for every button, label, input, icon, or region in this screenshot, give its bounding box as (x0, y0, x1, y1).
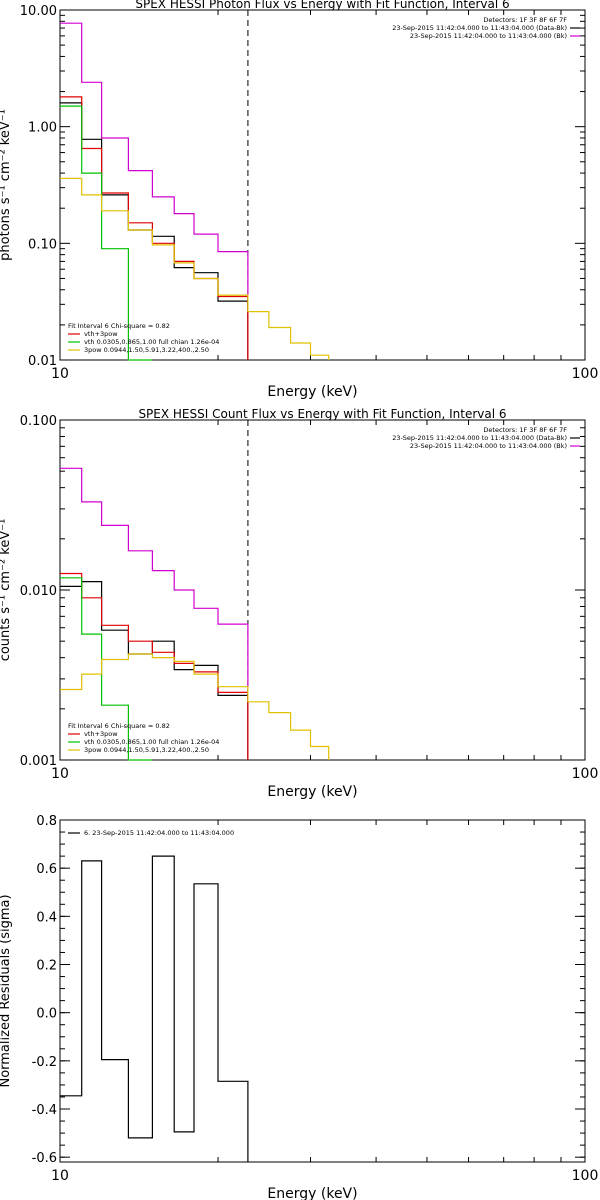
y-tick-label-0: 1.00 (28, 121, 57, 136)
series-line-1-0 (60, 467, 249, 760)
y-tick-label-2: 0.0 (36, 1007, 57, 1022)
plot-frame-1 (59, 419, 586, 761)
y-tick-label-2: -0.6 (32, 1151, 57, 1166)
chart-title-1: SPEX HESSI Count Flux vs Energy with Fit… (138, 407, 506, 421)
legend-entry-0: 3pow 0.0944,1.50,5.91,3.22,400.,2.50 (84, 346, 209, 354)
legend-entry-1: vth+3pow (84, 730, 118, 738)
legend-entry-1: Fit Interval 6 Chi-square = 0.82 (68, 722, 170, 730)
chart-title-0: SPEX HESSI Photon Flux vs Energy with Fi… (135, 0, 509, 11)
x-axis-label-2: Energy (keV) (267, 1186, 357, 1200)
header-line-0: 23-Sep-2015 11:42:04.000 to 11:43:04.000… (392, 24, 567, 32)
y-tick-label-1: 0.100 (20, 414, 57, 429)
header-line-0: Detectors: 1F 3F 8F 6F 7F (483, 16, 567, 24)
legend-entry-0: Fit Interval 6 Chi-square = 0.82 (68, 322, 170, 330)
plot-frame-2 (59, 819, 586, 1163)
y-tick-label-2: -0.4 (32, 1103, 57, 1118)
y-tick-label-2: 0.2 (36, 959, 57, 974)
x-axis-label-1: Energy (keV) (267, 784, 357, 800)
y-tick-label-0: 0.01 (28, 354, 57, 369)
legend-entry-0: vth+3pow (84, 330, 118, 338)
legend-entry-1: 3pow 0.0944,1.50,5.91,3.22,400.,2.50 (84, 746, 209, 754)
x-tick-label-2: 10 (51, 1168, 69, 1184)
y-axis-label-2: Normalized Residuals (sigma) (0, 894, 13, 1087)
x-tick-label-2: 100 (572, 1168, 599, 1184)
series-line-0-4 (60, 177, 330, 360)
x-tick-label-1: 100 (572, 766, 599, 782)
y-tick-label-1: 0.010 (20, 584, 57, 599)
series-line-1-4 (60, 653, 330, 760)
x-axis-label-0: Energy (keV) (267, 384, 357, 400)
x-tick-label-1: 10 (51, 766, 69, 782)
y-tick-label-2: 0.6 (36, 862, 57, 877)
y-tick-label-2: 0.4 (36, 910, 57, 925)
series-line-0-0 (60, 22, 249, 360)
legend-entry-0: vth 0.0305,0.865,1.00 full chian 1.26e-0… (84, 338, 219, 346)
x-tick-label-0: 10 (51, 366, 69, 382)
header-line-1: 23-Sep-2015 11:42:04.000 to 11:43:04.000… (410, 442, 567, 450)
legend-entry-1: vth 0.0305,0.865,1.00 full chian 1.26e-0… (84, 738, 219, 746)
header-line-0: 23-Sep-2015 11:42:04.000 to 11:43:04.000… (410, 32, 567, 40)
plot-frame-0 (59, 9, 586, 361)
header-line-1: 23-Sep-2015 11:42:04.000 to 11:43:04.000… (392, 434, 567, 442)
x-tick-label-0: 100 (572, 366, 599, 382)
series-line-0-2 (60, 96, 249, 360)
y-axis-label-0: photons s⁻¹ cm⁻² keV⁻¹ (0, 109, 13, 261)
y-tick-label-0: 0.10 (28, 237, 57, 252)
y-axis-label-1: counts s⁻¹ cm⁻² keV⁻¹ (0, 519, 13, 662)
series-line-2-0 (60, 855, 249, 1162)
y-tick-label-2: -0.2 (32, 1055, 57, 1070)
y-tick-label-2: 0.8 (36, 814, 57, 829)
y-tick-label-1: 0.001 (20, 754, 57, 769)
y-tick-label-0: 10.00 (20, 4, 57, 19)
legend-entry-2: 6. 23-Sep-2015 11:42:04.000 to 11:43:04.… (84, 829, 234, 837)
header-line-1: Detectors: 1F 3F 8F 6F 7F (483, 426, 567, 434)
